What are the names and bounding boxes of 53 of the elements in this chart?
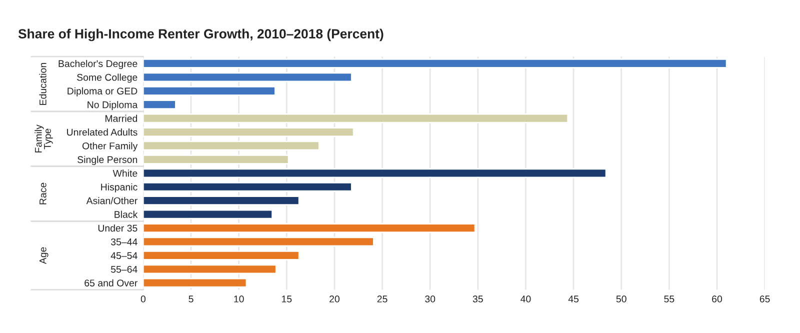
bar: [143, 127, 354, 137]
x-tick-label: 30: [425, 296, 436, 302]
bar: [143, 140, 320, 151]
y-tick-label: 35–44: [110, 238, 138, 246]
x-tick-label: 5: [188, 296, 194, 302]
y-tick-label: Unrelated Adults: [67, 128, 138, 136]
x-tick-label: 65: [760, 296, 770, 302]
y-tick-label: Other Family: [82, 142, 138, 152]
bar: [143, 278, 248, 288]
y-tick-label: 55–64: [111, 266, 138, 273]
y-tick-label: Married: [105, 114, 138, 122]
text: Family Type: [34, 124, 53, 152]
x-tick-label: 25: [377, 296, 388, 302]
bar: [143, 250, 300, 260]
y-tick-label: Single Person: [78, 156, 138, 165]
x-tick-label: 55: [664, 296, 674, 302]
text: Age: [40, 247, 48, 264]
y-tick-label: 65 and Over: [84, 279, 138, 286]
x-tick-label: 45: [568, 296, 579, 302]
bar: [143, 72, 352, 82]
bar: [143, 113, 568, 124]
bar: [143, 168, 607, 178]
y-tick-label: Some College: [77, 74, 138, 83]
bar: [143, 209, 273, 220]
y-tick-label: Bachelor's Degree: [58, 60, 138, 70]
x-tick-label: 60: [712, 296, 722, 302]
y-tick-label: Hispanic: [101, 183, 138, 192]
bar: [143, 264, 277, 274]
y-tick-label: No Diploma: [88, 101, 138, 110]
x-tick-label: 10: [234, 296, 244, 302]
bar: [143, 100, 176, 110]
bar: [143, 154, 290, 164]
y-tick-label: Asian/Other: [86, 197, 138, 204]
x-tick-label: 20: [330, 296, 340, 302]
y-tick-label: Under 35: [98, 224, 138, 232]
x-tick-label: 0: [140, 296, 146, 302]
y-tick-label: 45–54: [110, 252, 138, 260]
text: Education: [39, 63, 46, 105]
bar: [143, 58, 728, 68]
bar: [143, 236, 374, 247]
bar: [143, 86, 276, 96]
bar: [143, 196, 300, 206]
y-tick-label: White: [112, 170, 138, 177]
y-tick-label: Black: [114, 210, 138, 218]
y-tick-label: Diploma or GED: [68, 87, 138, 96]
bar: [143, 223, 476, 233]
x-tick-label: 15: [282, 296, 292, 302]
x-tick-label: 50: [616, 296, 626, 302]
x-tick-label: 40: [520, 296, 531, 302]
chart-title: Share of High-Income Renter Growth, 2010–2018 (Percent): [18, 28, 384, 42]
bar: [143, 182, 352, 192]
x-tick-label: 35: [472, 296, 483, 302]
text: Race: [40, 182, 46, 204]
